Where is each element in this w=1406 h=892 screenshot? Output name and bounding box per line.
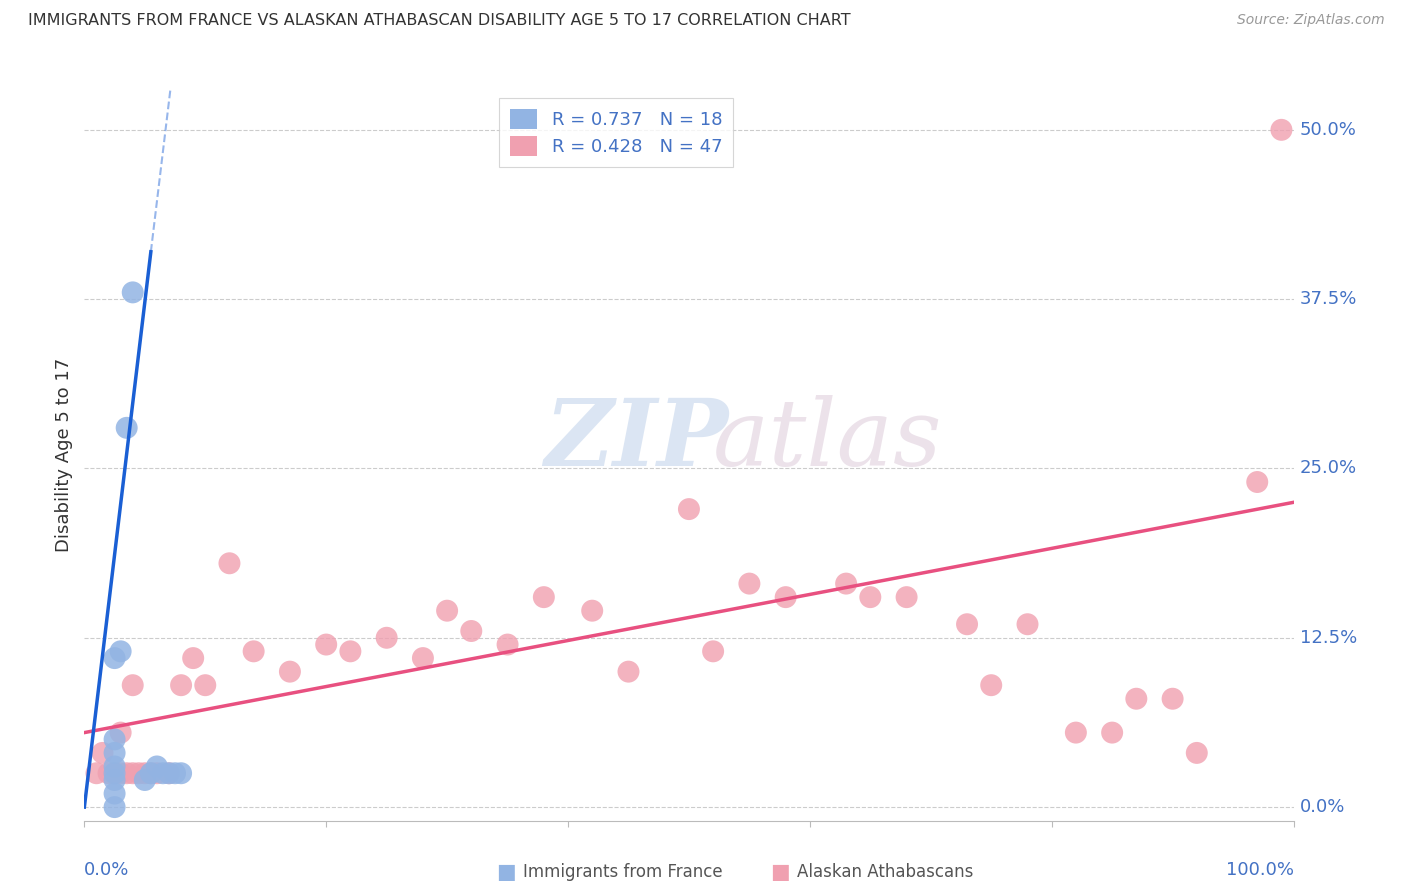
Point (146, 766, 169, 780)
Text: 0.0%: 0.0% (84, 861, 129, 879)
Text: 0.0%: 0.0% (1299, 798, 1346, 816)
Point (104, 766, 127, 780)
Text: IMMIGRANTS FROM FRANCE VS ALASKAN ATHABASCAN DISABILITY AGE 5 TO 17 CORRELATION : IMMIGRANTS FROM FRANCE VS ALASKAN ATHABA… (28, 13, 851, 29)
Point (1246, 475, 1268, 489)
Point (1017, 617, 1039, 632)
Point (152, 766, 174, 780)
Point (97, 766, 120, 780)
Point (436, 604, 458, 618)
Point (315, 638, 337, 652)
Point (91, 746, 114, 760)
Point (1101, 725, 1123, 739)
Point (1270, 123, 1292, 137)
Point (110, 725, 132, 739)
Point (533, 590, 555, 604)
Point (104, 651, 127, 665)
Point (194, 678, 217, 692)
Point (104, 766, 127, 780)
Point (775, 590, 797, 604)
Point (139, 766, 162, 780)
Point (157, 766, 180, 780)
Text: Source: ZipAtlas.com: Source: ZipAtlas.com (1237, 13, 1385, 28)
Point (581, 604, 603, 618)
Text: ■: ■ (496, 863, 516, 882)
Point (375, 631, 398, 645)
Point (859, 590, 882, 604)
Point (121, 678, 143, 692)
Point (104, 772, 127, 787)
Point (896, 590, 918, 604)
Text: ZIP: ZIP (544, 395, 728, 485)
Point (121, 285, 143, 300)
Point (157, 766, 180, 780)
Text: 25.0%: 25.0% (1299, 459, 1357, 477)
Point (242, 644, 264, 658)
Point (678, 502, 700, 516)
Point (134, 766, 156, 780)
Point (115, 421, 138, 435)
Point (1185, 746, 1208, 760)
Point (104, 732, 127, 747)
Text: ■: ■ (770, 863, 790, 882)
Text: Immigrants from France: Immigrants from France (523, 863, 723, 881)
Point (115, 766, 138, 780)
Point (104, 759, 127, 773)
Point (181, 651, 204, 665)
Point (110, 766, 132, 780)
Point (146, 759, 169, 773)
Text: 50.0%: 50.0% (1299, 120, 1357, 139)
Text: 37.5%: 37.5% (1299, 290, 1357, 308)
Point (460, 624, 482, 638)
Point (128, 766, 150, 780)
Point (104, 746, 127, 760)
Text: atlas: atlas (713, 395, 942, 485)
Point (1161, 691, 1184, 706)
Point (104, 787, 127, 801)
Point (278, 665, 301, 679)
Point (170, 678, 193, 692)
Y-axis label: Disability Age 5 to 17: Disability Age 5 to 17 (55, 358, 73, 552)
Point (339, 644, 361, 658)
Point (702, 644, 724, 658)
Point (134, 772, 156, 787)
Point (163, 766, 186, 780)
Text: Alaskan Athabascans: Alaskan Athabascans (797, 863, 973, 881)
Point (121, 766, 143, 780)
Point (104, 800, 127, 814)
Point (110, 644, 132, 658)
Point (1064, 725, 1087, 739)
Text: 100.0%: 100.0% (1226, 861, 1294, 879)
Point (86, 766, 108, 780)
Point (1125, 691, 1147, 706)
Point (139, 766, 162, 780)
Point (412, 651, 434, 665)
Point (956, 617, 979, 632)
Point (496, 638, 519, 652)
Point (738, 576, 761, 591)
Text: 12.5%: 12.5% (1299, 629, 1357, 647)
Legend: R = 0.737   N = 18, R = 0.428   N = 47: R = 0.737 N = 18, R = 0.428 N = 47 (499, 98, 734, 167)
Point (170, 766, 193, 780)
Point (980, 678, 1002, 692)
Point (835, 576, 858, 591)
Point (617, 665, 640, 679)
Point (218, 556, 240, 570)
